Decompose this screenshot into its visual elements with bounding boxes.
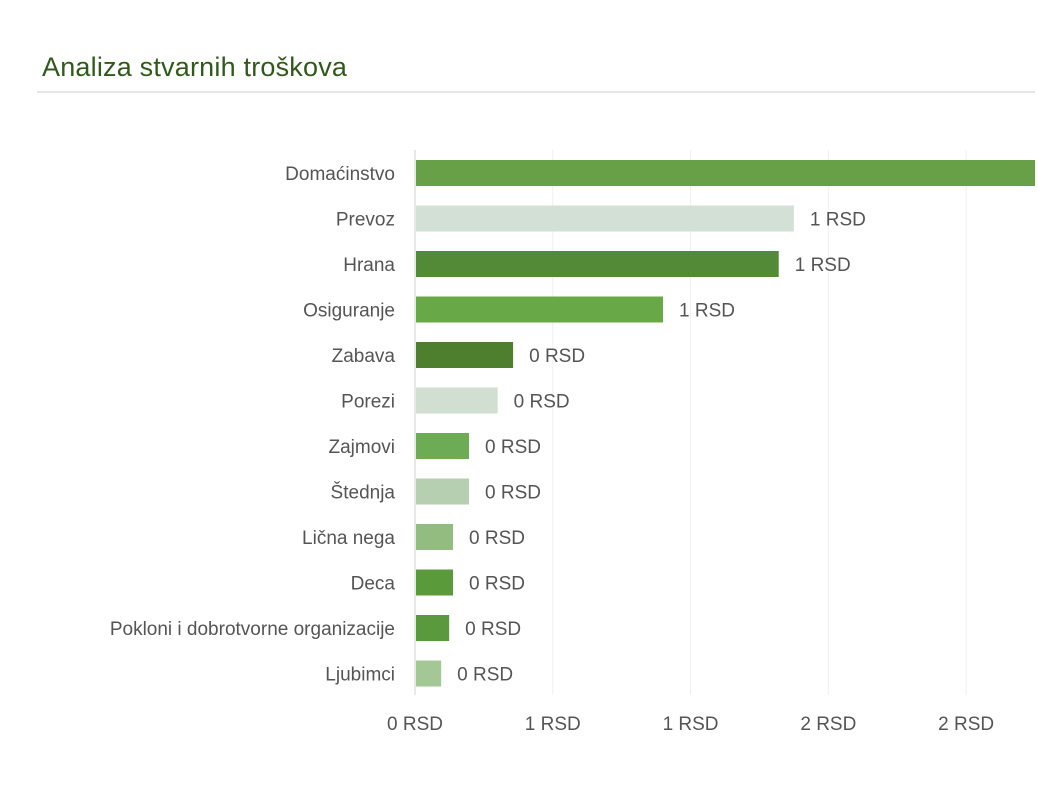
- bar: [416, 615, 450, 641]
- category-label: Porezi: [341, 392, 395, 413]
- category-label: Prevoz: [336, 210, 395, 231]
- category-label: Osiguranje: [303, 301, 395, 322]
- bar: [416, 524, 454, 550]
- page-title: Analiza stvarnih troškova: [42, 52, 348, 82]
- x-tick-label: 1 RSD: [663, 714, 719, 735]
- bar: [416, 205, 794, 232]
- data-label: 0 RSD: [469, 528, 525, 549]
- bar: [416, 160, 1035, 186]
- bar: [416, 296, 663, 323]
- bar: [416, 569, 454, 596]
- bar: [416, 387, 498, 414]
- bar: [416, 342, 514, 368]
- category-label: Zabava: [332, 346, 396, 367]
- category-label: Hrana: [343, 255, 395, 276]
- data-label: 0 RSD: [485, 437, 541, 458]
- data-label: 0 RSD: [469, 574, 525, 595]
- bar: [416, 478, 470, 505]
- x-tick-label: 2 RSD: [938, 714, 994, 735]
- title-divider: [37, 91, 1035, 93]
- category-label: Pokloni i dobrotvorne organizacije: [110, 619, 395, 640]
- category-label: Deca: [351, 574, 396, 595]
- x-tick-label: 2 RSD: [800, 714, 856, 735]
- x-tick-label: 0 RSD: [387, 714, 443, 735]
- data-label: 1 RSD: [795, 255, 851, 276]
- category-label: Domaćinstvo: [285, 164, 395, 185]
- data-label: 0 RSD: [529, 346, 585, 367]
- category-label: Lična nega: [302, 528, 395, 549]
- data-label: 1 RSD: [679, 301, 735, 322]
- data-label: 0 RSD: [457, 665, 513, 686]
- data-label: 1 RSD: [810, 210, 866, 231]
- category-label: Ljubimci: [325, 665, 395, 686]
- x-tick-label: 1 RSD: [525, 714, 581, 735]
- bar: [416, 433, 470, 459]
- data-label: 0 RSD: [485, 483, 541, 504]
- data-label: 0 RSD: [514, 392, 570, 413]
- bar: [416, 251, 779, 277]
- data-label: 0 RSD: [465, 619, 521, 640]
- category-label: Zajmovi: [328, 437, 395, 458]
- category-label: Štednja: [331, 482, 396, 504]
- bar: [416, 660, 442, 687]
